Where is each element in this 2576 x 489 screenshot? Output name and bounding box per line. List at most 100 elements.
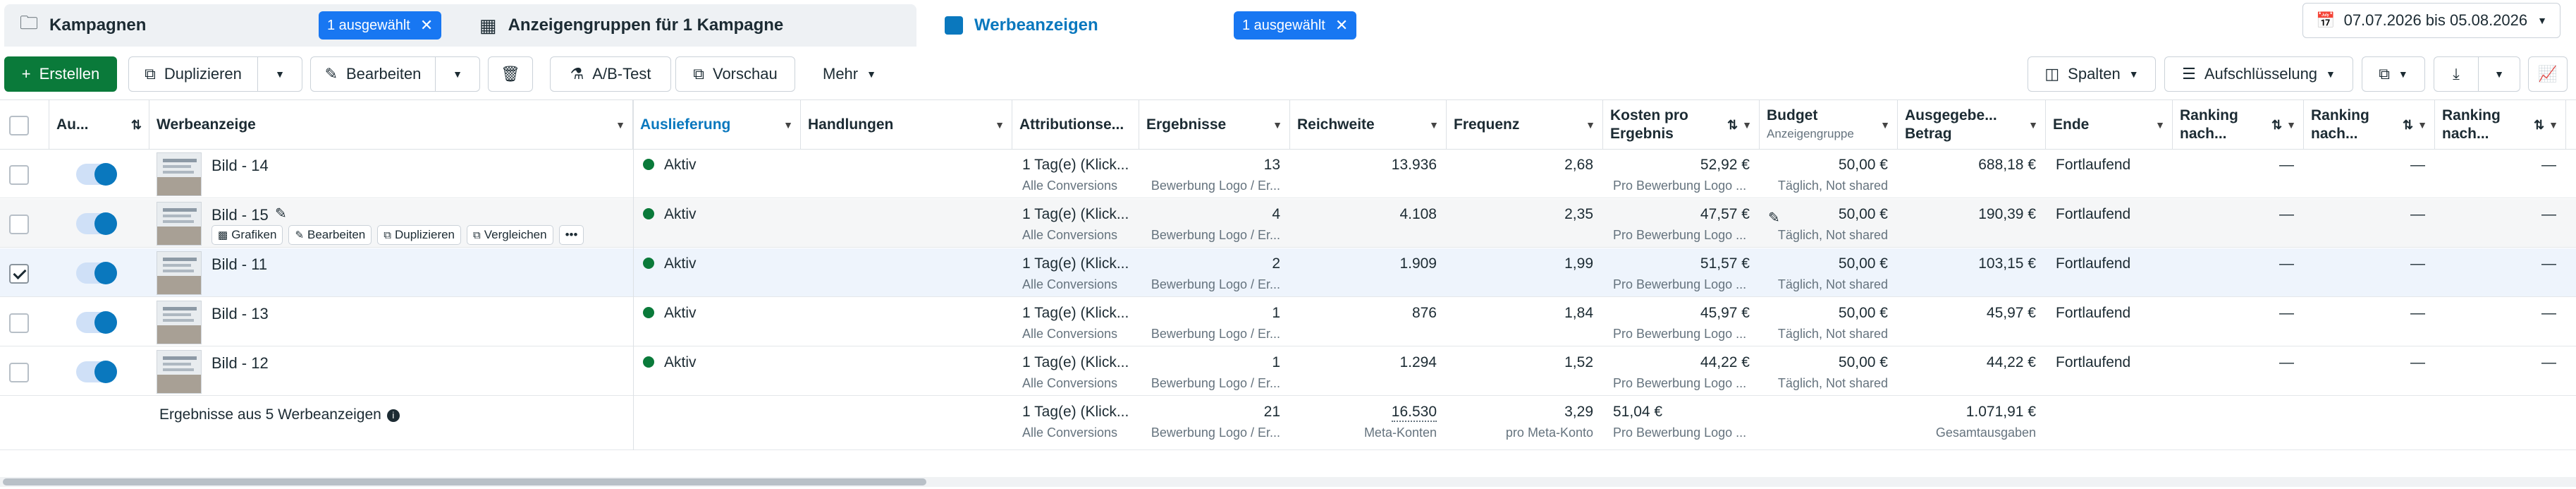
ad-thumbnail[interactable]: [157, 350, 202, 394]
table-row[interactable]: Bild - 11 Aktiv 1 Tag(e) (Klick... Alle Con…: [0, 248, 2576, 297]
ab-test-button[interactable]: ⚗ A/B-Test: [550, 56, 671, 92]
header-end[interactable]: Ende ▼: [2046, 100, 2173, 150]
sort-icon[interactable]: ⇅: [2534, 117, 2545, 132]
campaigns-selection-pill[interactable]: 1 ausgewählt ✕: [319, 11, 442, 40]
ad-name[interactable]: Bild - 15: [211, 206, 269, 224]
sort-icon[interactable]: ⇅: [2403, 117, 2414, 132]
budget-sublabel: Täglich, Not shared: [1777, 228, 1888, 242]
column-menu-icon[interactable]: ▼: [1272, 119, 1282, 131]
ads-selection-pill[interactable]: 1 ausgewählt ✕: [1234, 11, 1357, 40]
header-amount-spent[interactable]: Ausgegebe... Betrag ▼: [1898, 100, 2046, 150]
export-button[interactable]: ⤓: [2434, 56, 2479, 92]
clear-selection-icon[interactable]: ✕: [419, 16, 434, 34]
delivery-status: Aktiv: [664, 255, 697, 272]
column-menu-icon[interactable]: ▼: [1586, 119, 1595, 131]
header-cost-per-result[interactable]: Kosten pro Ergebnis ⇅ ▼: [1603, 100, 1760, 150]
column-menu-icon[interactable]: ▼: [2155, 119, 2165, 131]
header-ranking-1[interactable]: Ranking nach... ⇅ ▼: [2173, 100, 2304, 150]
duplicate-icon: ⧉: [384, 229, 391, 241]
select-all-checkbox[interactable]: [9, 116, 29, 135]
preview-button[interactable]: ⧉ Vorschau: [675, 56, 795, 92]
column-menu-icon[interactable]: ▼: [2028, 119, 2038, 131]
horizontal-scrollbar-thumb[interactable]: [3, 478, 926, 485]
ad-name[interactable]: Bild - 11: [211, 255, 268, 273]
column-menu-icon[interactable]: ▼: [783, 119, 793, 131]
column-menu-icon[interactable]: ▼: [1429, 119, 1439, 131]
sort-icon[interactable]: ⇅: [130, 117, 142, 132]
table-row[interactable]: Bild - 15 ✎ ▩ Grafiken ✎ Bearbeiten ⧉ Duplizier…: [0, 199, 2576, 248]
more-button[interactable]: Mehr ▼: [804, 56, 895, 92]
ad-name[interactable]: Bild - 13: [211, 305, 269, 322]
graphics-button[interactable]: ▩ Grafiken: [211, 225, 283, 245]
columns-button[interactable]: ◫ Spalten ▼: [2028, 56, 2156, 92]
ad-thumbnail[interactable]: [157, 301, 202, 344]
ad-on-off-toggle[interactable]: [76, 361, 117, 383]
ad-thumbnail[interactable]: [157, 251, 202, 295]
header-frequency[interactable]: Frequenz ▼: [1447, 100, 1603, 150]
ad-on-off-toggle[interactable]: [76, 163, 117, 186]
duplicate-button[interactable]: ⧉ Duplizieren: [128, 56, 258, 92]
rank2-cell: —: [2304, 199, 2435, 248]
column-menu-icon[interactable]: ▼: [1880, 119, 1890, 131]
column-menu-icon[interactable]: ▼: [1742, 119, 1752, 131]
row-duplicate-button[interactable]: ⧉ Duplizieren: [377, 225, 462, 245]
header-ranking-3[interactable]: Ranking nach... ⇅ ▼: [2435, 100, 2566, 150]
edit-budget-icon[interactable]: ✎: [1768, 210, 1780, 226]
sort-icon[interactable]: ⇅: [2271, 117, 2283, 132]
column-menu-icon[interactable]: ▼: [615, 119, 625, 131]
export-options-button[interactable]: ▼: [2478, 56, 2520, 92]
header-reach[interactable]: Reichweite ▼: [1290, 100, 1447, 150]
clear-selection-icon[interactable]: ✕: [1335, 16, 1349, 34]
duplicate-options-button[interactable]: ▼: [257, 56, 302, 92]
end-value: Fortlaufend: [2056, 255, 2131, 272]
reports-button[interactable]: ⧉ ▼: [2362, 56, 2425, 92]
pencil-icon[interactable]: ✎: [275, 206, 287, 222]
ad-name[interactable]: Bild - 12: [211, 354, 269, 372]
row-checkbox[interactable]: [9, 363, 29, 382]
header-ad-name[interactable]: Werbeanzeige ▼: [149, 100, 633, 150]
row-checkbox[interactable]: [9, 165, 29, 185]
ad-name[interactable]: Bild - 14: [211, 157, 269, 174]
header-budget[interactable]: Budget Anzeigengruppe ▼: [1760, 100, 1898, 150]
create-button[interactable]: + Erstellen: [4, 56, 117, 92]
edit-button[interactable]: ✎ Bearbeiten: [310, 56, 436, 92]
ad-thumbnail[interactable]: [157, 152, 202, 196]
chart-toggle-button[interactable]: 📈: [2528, 56, 2568, 92]
column-menu-icon[interactable]: ▼: [2286, 119, 2296, 131]
column-menu-icon[interactable]: ▼: [2549, 119, 2558, 131]
edit-options-button[interactable]: ▼: [435, 56, 480, 92]
header-ranking-2[interactable]: Ranking nach... ⇅ ▼: [2304, 100, 2435, 150]
header-select-all[interactable]: [0, 100, 49, 150]
totals-reach-value[interactable]: 16.530: [1391, 404, 1437, 422]
table-row[interactable]: Bild - 13 Aktiv 1 Tag(e) (Klick... Alle Con…: [0, 298, 2576, 346]
column-menu-icon[interactable]: ▼: [995, 119, 1005, 131]
header-delivery[interactable]: Auslieferung ▼: [633, 100, 801, 150]
column-menu-icon[interactable]: ▼: [2417, 119, 2427, 131]
row-checkbox[interactable]: [9, 313, 29, 333]
row-edit-button[interactable]: ✎ Bearbeiten: [288, 225, 372, 245]
header-partial[interactable]: In: [2566, 100, 2576, 150]
ad-on-off-toggle[interactable]: [76, 212, 117, 235]
header-actions[interactable]: Handlungen ▼: [801, 100, 1012, 150]
ad-on-off-toggle[interactable]: [76, 311, 117, 334]
header-attribution[interactable]: Attributionse...: [1012, 100, 1139, 150]
header-results[interactable]: Ergebnisse ▼: [1139, 100, 1290, 150]
sort-icon[interactable]: ⇅: [1727, 117, 1738, 132]
ad-on-off-toggle[interactable]: [76, 262, 117, 284]
tab-adsets[interactable]: ▦ Anzeigengruppen für 1 Kampagne: [464, 4, 915, 47]
header-onoff[interactable]: Au... ⇅: [49, 100, 149, 150]
table-row[interactable]: Bild - 12 Aktiv 1 Tag(e) (Klick... Alle Con…: [0, 347, 2576, 396]
delete-button[interactable]: 🗑: [488, 56, 533, 92]
breakdown-button[interactable]: ☰ Aufschlüsselung ▼: [2164, 56, 2353, 92]
ad-thumbnail[interactable]: [157, 202, 202, 246]
info-icon[interactable]: i: [386, 409, 400, 422]
tab-ads[interactable]: Werbeanzeigen 1 ausgewählt ✕: [929, 4, 1376, 47]
compare-button[interactable]: ⧉ Vergleichen: [467, 225, 553, 245]
date-range-picker[interactable]: 📅 07.07.2026 bis 05.08.2026 ▼: [2302, 3, 2560, 38]
row-checkbox[interactable]: [9, 215, 29, 234]
status-dot-icon: [643, 356, 654, 368]
delivery-status: Aktiv: [664, 354, 697, 370]
table-row[interactable]: Bild - 14 Aktiv 1 Tag(e) (Klick... Alle Con…: [0, 150, 2576, 198]
row-checkbox[interactable]: [9, 264, 29, 284]
more-options-button[interactable]: •••: [558, 225, 584, 245]
